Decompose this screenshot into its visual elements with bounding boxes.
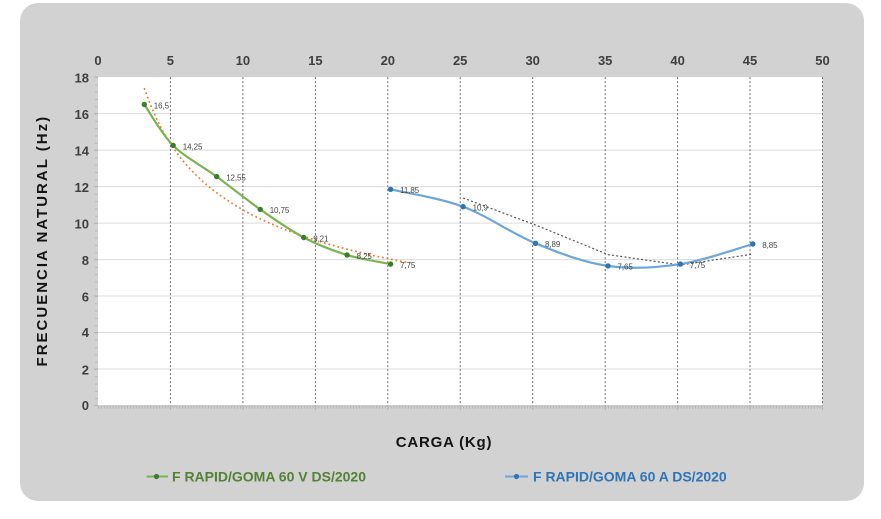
svg-text:F RAPID/GOMA 60 V DS/2020: F RAPID/GOMA 60 V DS/2020 — [172, 469, 366, 485]
svg-text:18: 18 — [75, 71, 89, 86]
svg-text:30: 30 — [525, 53, 539, 68]
svg-text:0: 0 — [82, 398, 89, 413]
svg-text:14: 14 — [75, 144, 90, 159]
svg-text:10,9: 10,9 — [473, 204, 489, 213]
svg-text:FRECUENCIA NATURAL (Hz): FRECUENCIA NATURAL (Hz) — [34, 115, 51, 367]
svg-text:16,5: 16,5 — [154, 101, 170, 110]
svg-text:20: 20 — [381, 53, 395, 68]
svg-text:14,25: 14,25 — [183, 142, 203, 151]
svg-text:25: 25 — [453, 53, 467, 68]
svg-text:6: 6 — [82, 290, 89, 305]
svg-text:4: 4 — [82, 325, 90, 340]
svg-text:9,21: 9,21 — [313, 234, 329, 243]
svg-text:7,65: 7,65 — [618, 263, 634, 272]
svg-text:10,75: 10,75 — [270, 206, 290, 215]
svg-text:8,85: 8,85 — [762, 241, 778, 250]
svg-text:8,25: 8,25 — [357, 252, 373, 261]
svg-text:11,85: 11,85 — [400, 186, 420, 195]
svg-text:7,75: 7,75 — [690, 261, 706, 270]
svg-text:2: 2 — [82, 363, 89, 378]
svg-text:40: 40 — [670, 53, 684, 68]
svg-text:15: 15 — [308, 53, 322, 68]
svg-text:5: 5 — [167, 53, 174, 68]
svg-text:F RAPID/GOMA 60 A DS/2020: F RAPID/GOMA 60 A DS/2020 — [533, 469, 727, 485]
svg-text:10: 10 — [75, 217, 89, 232]
svg-text:12,55: 12,55 — [226, 173, 246, 182]
svg-text:CARGA (Kg): CARGA (Kg) — [396, 434, 493, 451]
svg-text:8,89: 8,89 — [545, 240, 561, 249]
svg-text:35: 35 — [598, 53, 612, 68]
svg-text:45: 45 — [743, 53, 757, 68]
svg-text:50: 50 — [815, 53, 829, 68]
svg-text:7,75: 7,75 — [400, 261, 416, 270]
svg-text:12: 12 — [75, 180, 89, 195]
svg-text:8: 8 — [82, 253, 89, 268]
svg-text:10: 10 — [236, 53, 250, 68]
svg-text:16: 16 — [75, 107, 89, 122]
svg-text:0: 0 — [94, 53, 101, 68]
